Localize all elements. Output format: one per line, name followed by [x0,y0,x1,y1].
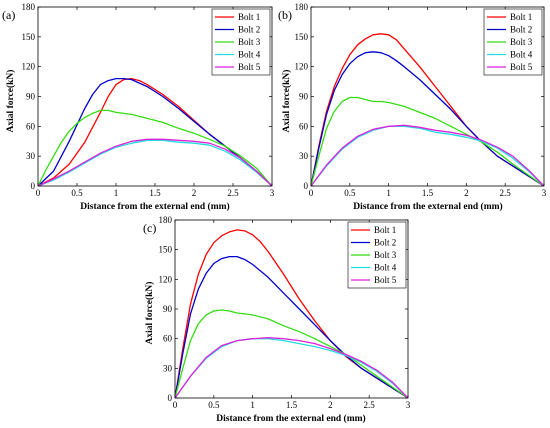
x-tick-label-a-4: 2 [192,188,197,198]
y-tick-label-b-6: 180 [295,2,309,12]
x-tick-label-c-0: 0 [173,400,178,410]
plot-frame-b [310,6,545,187]
series-line-a-bolt-4 [37,139,273,187]
x-tick-label-a-6: 3 [270,188,275,198]
x-tick-label-c-3: 1.5 [286,400,298,410]
y-axis-label-a: Axial force(kN) [5,70,16,133]
plot-lines-a [37,77,273,187]
panel-label-c: (c) [143,221,156,235]
series-line-b-bolt-2 [310,51,545,187]
plot-lines-b [310,33,545,187]
panel-c: (c) Axial force(kN) Distance from the ex… [143,215,411,424]
panel-b: (b) Axial force(kN) Distance from the ex… [278,2,547,212]
y-tick-label-b-1: 30 [299,151,309,161]
x-tick-label-c-6: 3 [406,400,411,410]
legend-entry-a-5: Bolt 5 [238,62,261,72]
plot-lines-c [174,229,409,399]
x-axis-label-a: Distance from the external end (mm) [80,201,229,212]
y-tick-label-c-2: 60 [163,334,173,344]
series-line-a-bolt-5 [37,138,273,187]
y-tick-label-c-5: 150 [159,245,173,255]
legend-a: Bolt 1 Bolt 2 Bolt 3 Bolt 4 Bolt 5 [211,8,271,76]
x-tick-label-a-1: 0.5 [71,188,83,198]
x-tick-label-c-4: 2 [328,400,333,410]
x-tick-label-b-3: 1.5 [422,188,434,198]
x-tick-label-c-2: 1 [250,400,255,410]
legend-entry-c-4: Bolt 4 [374,263,397,273]
legend-entry-c-5: Bolt 5 [374,275,397,285]
x-tick-label-b-0: 0 [309,188,314,198]
panel-a: (a) Axial force(kN) Distance from the ex… [2,2,275,212]
y-tick-label-a-5: 150 [22,32,36,42]
legend-entry-b-5: Bolt 5 [510,62,533,72]
series-line-b-bolt-4 [310,125,545,187]
series-line-c-bolt-2 [174,255,409,399]
legend-entry-c-3: Bolt 3 [374,250,397,260]
panel-label-a: (a) [2,8,15,22]
x-tick-label-a-5: 2.5 [227,188,239,198]
plot-frame-c [174,219,409,399]
series-line-b-bolt-5 [310,124,545,187]
x-axis-label-b: Distance from the external end (mm) [353,201,502,212]
legend-entry-b-4: Bolt 4 [510,50,533,60]
y-tick-label-a-6: 180 [22,2,36,12]
x-tick-label-b-1: 0.5 [344,188,356,198]
x-tick-label-b-6: 3 [542,188,547,198]
y-tick-label-b-5: 150 [295,32,309,42]
y-tick-label-c-1: 30 [163,363,173,373]
x-tick-label-c-5: 2.5 [364,400,376,410]
x-tick-label-a-3: 1.5 [149,188,161,198]
y-tick-label-a-0: 0 [31,181,36,191]
y-tick-label-c-3: 90 [163,304,173,314]
legend-entry-b-2: Bolt 2 [510,25,532,35]
y-tick-label-c-6: 180 [159,215,173,225]
y-tick-label-c-4: 120 [159,274,173,284]
legend-entry-a-2: Bolt 2 [238,25,260,35]
legend-entry-c-2: Bolt 2 [374,238,396,248]
x-tick-label-b-5: 2.5 [500,188,512,198]
y-axis-label-c: Axial force(kN) [144,282,155,345]
series-line-c-bolt-5 [174,337,409,399]
x-axis-label-c: Distance from the external end (mm) [216,413,365,424]
y-tick-label-a-2: 60 [26,121,36,131]
y-tick-label-b-0: 0 [304,181,309,191]
legend-c: Bolt 1 Bolt 2 Bolt 3 Bolt 4 Bolt 5 [347,221,407,289]
legend-entry-b-3: Bolt 3 [510,37,533,47]
x-tick-label-a-2: 1 [114,188,119,198]
series-line-b-bolt-3 [310,96,545,187]
legend-entry-a-4: Bolt 4 [238,50,261,60]
y-tick-label-b-3: 90 [299,92,309,102]
series-line-c-bolt-4 [174,338,409,399]
series-line-a-bolt-3 [37,109,273,187]
legend-b: Bolt 1 Bolt 2 Bolt 3 Bolt 4 Bolt 5 [483,8,543,76]
legend-entry-a-1: Bolt 1 [238,12,260,22]
legend-entry-b-1: Bolt 1 [510,12,532,22]
x-tick-label-c-1: 0.5 [208,400,220,410]
legend-entry-a-3: Bolt 3 [238,37,261,47]
x-tick-label-a-0: 0 [36,188,41,198]
y-tick-label-a-1: 30 [26,151,36,161]
legend-entry-c-1: Bolt 1 [374,225,396,235]
panel-label-b: (b) [278,8,292,22]
y-tick-label-b-2: 60 [299,121,309,131]
y-tick-label-b-4: 120 [295,62,309,72]
y-axis-label-b: Axial force(kN) [281,70,292,133]
x-tick-label-b-2: 1 [386,188,391,198]
y-tick-label-c-0: 0 [168,393,173,403]
x-tick-label-b-4: 2 [464,188,469,198]
y-tick-label-a-3: 90 [26,92,36,102]
series-line-c-bolt-3 [174,309,409,399]
y-tick-label-a-4: 120 [22,62,36,72]
plot-frame-a [37,6,273,187]
